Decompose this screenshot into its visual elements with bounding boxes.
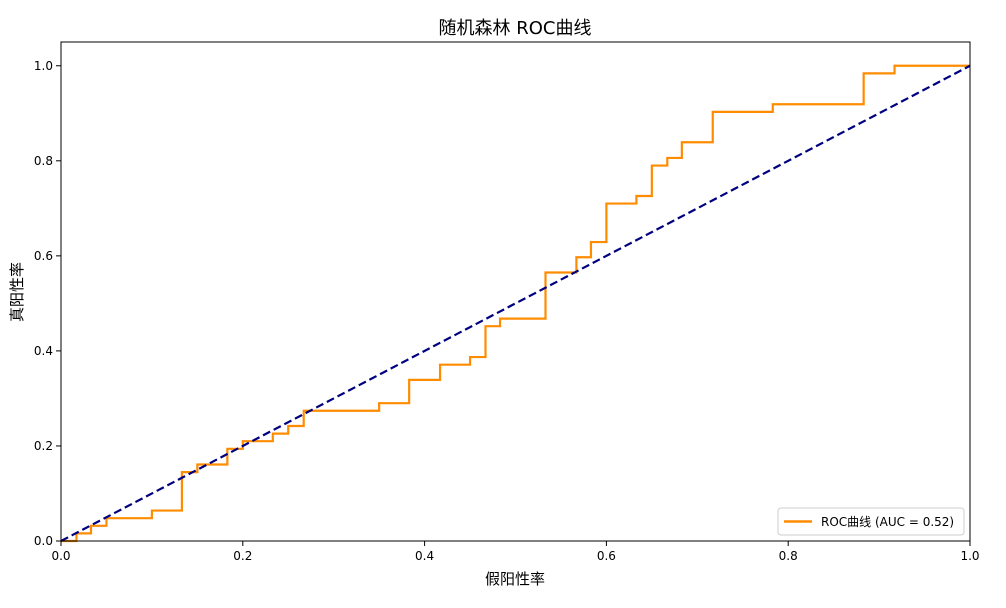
chart-title: 随机森林 ROC曲线 [439,18,592,39]
y-tick-label: 0.2 [34,439,53,453]
x-tick-label: 0.0 [51,549,70,563]
plot-area [60,64,971,543]
y-axis-ticks: 0.0 0.2 0.4 0.6 0.8 1.0 [34,59,61,548]
x-axis-label: 假阳性率 [485,570,545,588]
y-tick-label: 0.8 [34,154,53,168]
x-tick-label: 1.0 [960,549,979,563]
legend: ROC曲线 (AUC = 0.52) [777,507,965,536]
x-tick-label: 0.8 [779,549,798,563]
x-axis-ticks: 0.0 0.2 0.4 0.6 0.8 1.0 [51,541,980,563]
legend-label-roc: ROC曲线 (AUC = 0.52) [821,515,954,529]
x-tick-label: 0.2 [233,549,252,563]
x-tick-label: 0.6 [597,549,616,563]
y-tick-label: 0.6 [34,249,53,263]
y-tick-label: 0.0 [34,534,53,548]
y-tick-label: 1.0 [34,59,53,73]
x-tick-label: 0.4 [415,549,434,563]
plot-frame [60,41,971,542]
series-diagonal-line [60,64,971,542]
legend-box [777,507,965,536]
y-axis-label: 真阳性率 [8,262,26,322]
y-tick-label: 0.4 [34,344,53,358]
